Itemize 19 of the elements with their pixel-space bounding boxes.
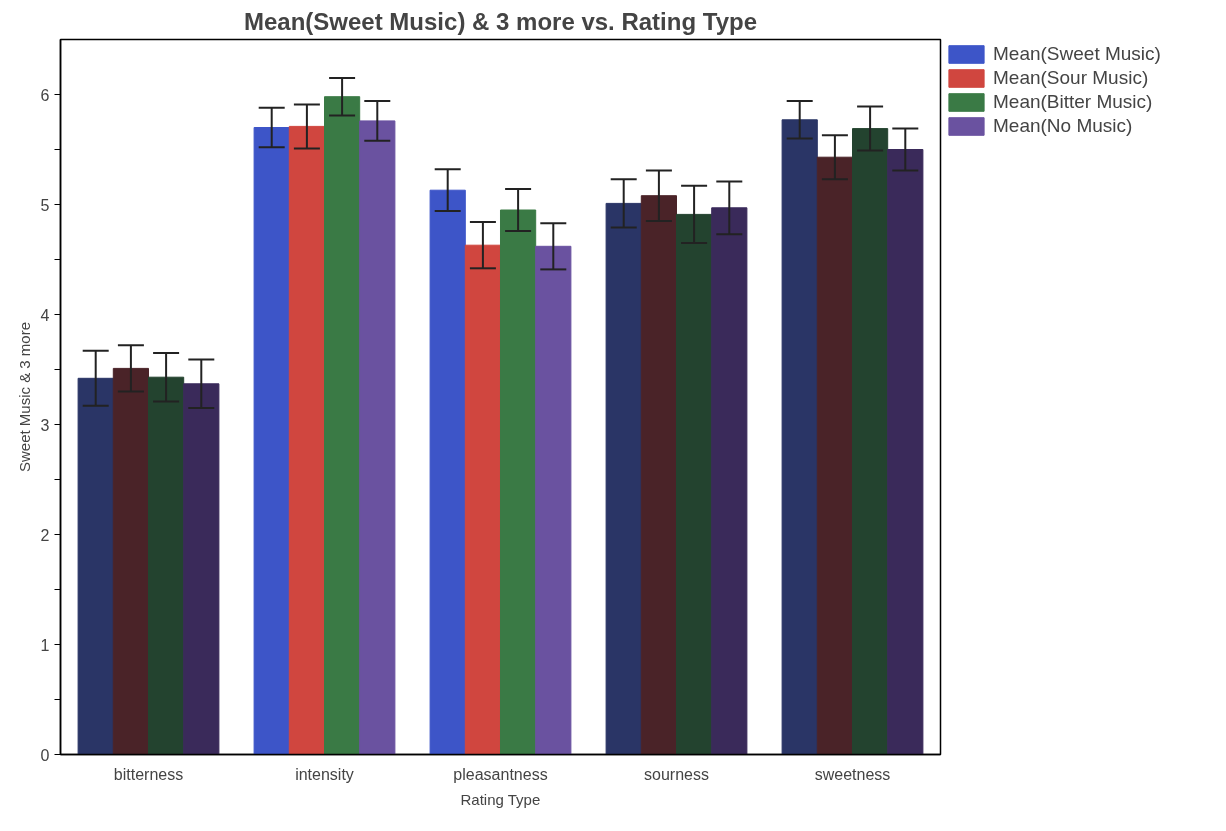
x-tick-label: pleasantness (453, 765, 548, 783)
legend-label: Mean(Bitter Music) (993, 91, 1153, 113)
y-tick-label: 1 (40, 636, 50, 654)
y-tick-label: 0 (40, 746, 50, 764)
x-tick-label: sourness (644, 765, 709, 783)
y-tick-label: 3 (40, 416, 50, 434)
y-axis-title: Sweet Music & 3 more (15, 321, 33, 473)
x-tick-label: sweetness (814, 765, 891, 783)
y-tick-label: 5 (40, 196, 50, 214)
x-axis-title: Rating Type (460, 790, 541, 808)
legend-label: Mean(Sour Music) (993, 67, 1149, 89)
y-tick-label: 6 (40, 86, 50, 104)
x-tick-label: intensity (295, 765, 354, 783)
legend-label: Mean(Sweet Music) (993, 43, 1161, 65)
y-tick-label: 2 (40, 526, 50, 544)
x-tick-label: bitterness (113, 765, 184, 783)
y-tick-label: 4 (40, 306, 50, 324)
chart-title: Mean(Sweet Music) & 3 more vs. Rating Type (243, 7, 758, 35)
legend-label: Mean(No Music) (993, 115, 1133, 137)
